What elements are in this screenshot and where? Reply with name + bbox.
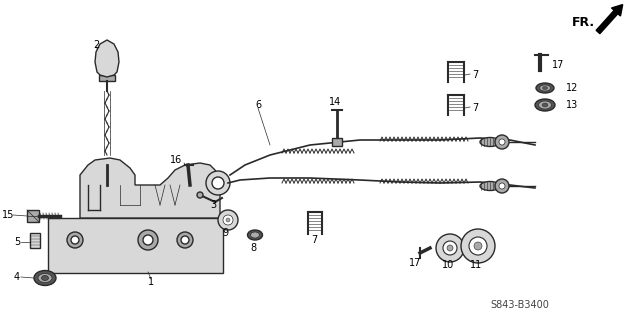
Circle shape: [218, 210, 238, 230]
Ellipse shape: [250, 232, 259, 238]
Ellipse shape: [34, 271, 56, 286]
Ellipse shape: [536, 83, 554, 93]
Circle shape: [469, 237, 487, 255]
Bar: [332, 138, 342, 146]
Circle shape: [436, 234, 464, 262]
Circle shape: [443, 241, 457, 255]
Text: 2: 2: [93, 40, 99, 50]
Circle shape: [71, 236, 79, 244]
Text: 11: 11: [470, 260, 482, 270]
Circle shape: [499, 139, 505, 145]
Bar: [27, 210, 39, 222]
Text: 14: 14: [329, 97, 341, 107]
Circle shape: [111, 48, 113, 50]
Circle shape: [106, 60, 109, 63]
Bar: [48, 218, 223, 273]
Text: S843-B3400: S843-B3400: [490, 300, 549, 310]
Text: 7: 7: [472, 70, 478, 80]
Circle shape: [197, 192, 203, 198]
Ellipse shape: [538, 101, 552, 109]
Bar: [99, 75, 115, 81]
Text: 9: 9: [222, 228, 228, 238]
Polygon shape: [80, 158, 220, 218]
Ellipse shape: [542, 103, 548, 107]
Text: 7: 7: [311, 235, 317, 245]
Text: 6: 6: [255, 100, 261, 110]
Text: 3: 3: [210, 200, 216, 210]
Text: 4: 4: [14, 272, 20, 282]
Text: 16: 16: [170, 155, 182, 165]
Circle shape: [100, 54, 104, 56]
Ellipse shape: [42, 276, 49, 280]
Text: 10: 10: [442, 260, 454, 270]
Text: 17: 17: [552, 60, 564, 70]
Circle shape: [495, 135, 509, 149]
Ellipse shape: [480, 137, 500, 146]
Ellipse shape: [480, 182, 500, 190]
Circle shape: [223, 215, 233, 225]
Ellipse shape: [535, 99, 555, 111]
Circle shape: [212, 177, 224, 189]
Ellipse shape: [540, 85, 550, 91]
Text: 15: 15: [2, 210, 14, 220]
Text: 17: 17: [409, 258, 421, 268]
Circle shape: [495, 179, 509, 193]
Circle shape: [106, 54, 109, 56]
Ellipse shape: [38, 273, 52, 283]
Bar: [30, 233, 40, 248]
Circle shape: [143, 235, 153, 245]
Circle shape: [206, 171, 230, 195]
Circle shape: [461, 229, 495, 263]
Circle shape: [100, 60, 104, 63]
Circle shape: [181, 236, 189, 244]
Circle shape: [111, 65, 113, 69]
Circle shape: [111, 60, 113, 63]
Circle shape: [106, 65, 109, 69]
Circle shape: [138, 230, 158, 250]
Circle shape: [111, 54, 113, 56]
Circle shape: [226, 218, 230, 222]
Ellipse shape: [248, 230, 262, 240]
Circle shape: [474, 242, 482, 250]
Text: 1: 1: [148, 277, 154, 287]
Circle shape: [100, 65, 104, 69]
Text: 7: 7: [472, 103, 478, 113]
Circle shape: [100, 48, 104, 50]
Circle shape: [447, 245, 453, 251]
Text: 12: 12: [566, 83, 579, 93]
Text: 13: 13: [566, 100, 579, 110]
Circle shape: [106, 48, 109, 50]
Text: 5: 5: [14, 237, 20, 247]
Circle shape: [67, 232, 83, 248]
Circle shape: [499, 183, 505, 189]
Ellipse shape: [543, 86, 547, 90]
FancyArrow shape: [596, 4, 623, 34]
Circle shape: [177, 232, 193, 248]
Text: FR.: FR.: [572, 16, 595, 28]
Polygon shape: [95, 40, 119, 77]
Text: 8: 8: [250, 243, 256, 253]
